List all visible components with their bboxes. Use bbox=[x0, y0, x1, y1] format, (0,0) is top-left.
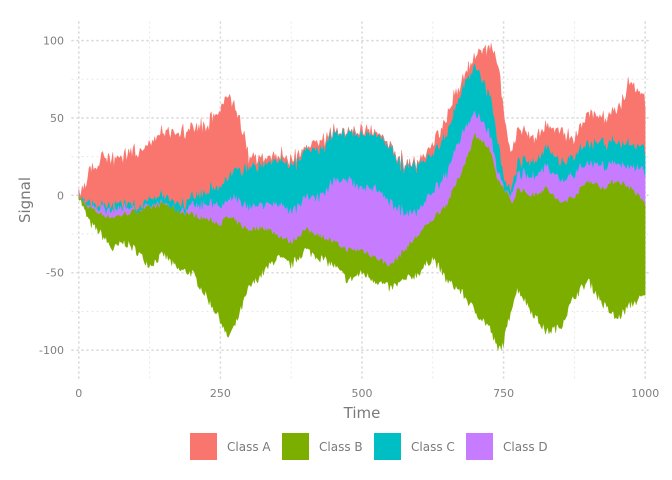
x-tick-label: 1000 bbox=[631, 387, 659, 400]
area-class-a bbox=[78, 43, 646, 212]
y-axis-ticks: -100 -50 0 50 100 bbox=[39, 35, 64, 358]
legend-swatch-class-c bbox=[374, 433, 401, 460]
y-axis-title: Signal bbox=[16, 177, 34, 223]
y-tick-label: 50 bbox=[50, 112, 64, 125]
legend-label-class-a: Class A bbox=[227, 440, 271, 454]
legend-label-class-c: Class C bbox=[411, 440, 455, 454]
y-tick-label: -50 bbox=[46, 267, 64, 280]
y-tick-label: -100 bbox=[39, 344, 64, 357]
x-tick-label: 0 bbox=[75, 387, 82, 400]
y-tick-label: 0 bbox=[57, 189, 64, 202]
legend-label-class-d: Class D bbox=[503, 440, 548, 454]
x-tick-label: 750 bbox=[493, 387, 514, 400]
legend-swatch-class-b bbox=[282, 433, 309, 460]
x-axis-title: Time bbox=[343, 404, 381, 422]
plot-areas bbox=[78, 43, 646, 351]
y-tick-label: 100 bbox=[43, 35, 64, 48]
legend-swatch-class-a bbox=[190, 433, 217, 460]
x-tick-label: 250 bbox=[210, 387, 231, 400]
legend-label-class-b: Class B bbox=[319, 440, 363, 454]
legend-swatch-class-d bbox=[466, 433, 493, 460]
x-axis-ticks: 0 250 500 750 1000 bbox=[75, 387, 659, 400]
x-tick-label: 500 bbox=[352, 387, 373, 400]
legend: Class A Class B Class C Class D bbox=[190, 433, 548, 460]
